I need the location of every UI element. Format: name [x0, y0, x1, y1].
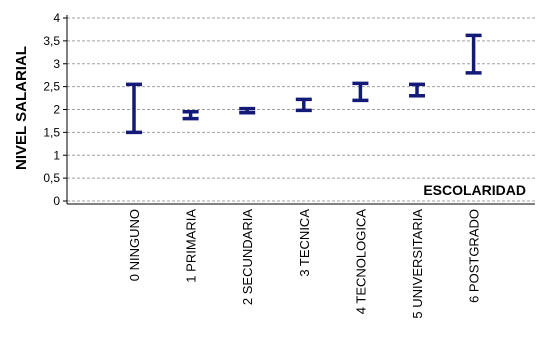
- category-label: 0 NINGUNO: [127, 209, 142, 281]
- y-tick-label: 1,5: [43, 125, 60, 139]
- y-tick-label: 2,5: [43, 80, 60, 94]
- y-tick-label: 3: [53, 57, 60, 71]
- grid-lines: [67, 17, 535, 202]
- error-bars: [126, 33, 482, 135]
- category-label: 4 TECNOLOGICA: [353, 209, 368, 315]
- x-category-labels: 0 NINGUNO 1 PRIMARIA 2 SECUNDARIA 3 TECNICA…: [127, 209, 482, 319]
- y-tick-label: 2: [53, 103, 60, 117]
- y-tick-label: 0: [53, 194, 60, 208]
- x-axis-label: ESCOLARIDAD: [423, 182, 526, 198]
- category-label: 3 TECNICA: [297, 209, 312, 277]
- y-tick-label: 4: [53, 11, 60, 25]
- category-label: 5 UNIVERSITARIA: [410, 209, 425, 319]
- y-tick-label: 3,5: [43, 34, 60, 48]
- category-label: 6 POSTGRADO: [467, 209, 482, 303]
- axes: [63, 15, 535, 205]
- y-axis-label: NIVEL SALARIAL: [13, 46, 30, 170]
- y-tick-labels: 0 0,5 1 1,5 2 2,5 3 3,5 4: [43, 11, 60, 208]
- y-tick-label: 0,5: [43, 171, 60, 185]
- y-tick-label: 1: [53, 148, 60, 162]
- category-label: 1 PRIMARIA: [184, 209, 199, 283]
- category-label: 2 SECUNDARIA: [240, 209, 255, 305]
